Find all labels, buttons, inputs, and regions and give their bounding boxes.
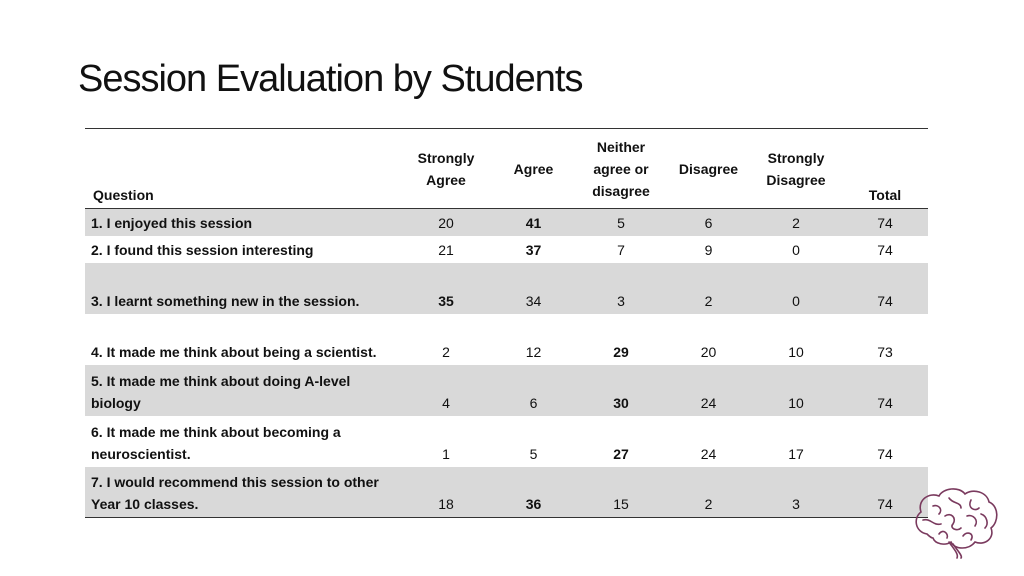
neither-cell: 7 — [617, 241, 625, 258]
strongly-agree-cell: 21 — [438, 241, 454, 258]
neither-cell: 30 — [613, 394, 629, 411]
question-cell: 7. I would recommend this session to oth… — [85, 466, 400, 518]
table-row: 1. I enjoyed this session 20 41 5 6 2 74 — [85, 208, 928, 236]
disagree-cell: 2 — [704, 292, 713, 309]
strongly-agree-cell: 18 — [400, 466, 492, 518]
disagree-cell: 24 — [700, 445, 717, 462]
agree-cell: 6 — [529, 394, 538, 411]
strongly-disagree-cell: 17 — [788, 445, 804, 462]
agree-cell: 5 — [529, 445, 538, 462]
header-neither: Neither agree or disagree — [575, 128, 667, 209]
strongly-disagree-cell: 2 — [792, 214, 800, 231]
strongly-agree-cell: 2 — [442, 343, 450, 360]
disagree-cell: 2 — [667, 466, 750, 518]
evaluation-table: Question Strongly Agree Agree Neither ag… — [85, 128, 928, 518]
table-row: 2. I found this session interesting 21 37 7… — [85, 236, 928, 263]
total-cell: 74 — [877, 394, 893, 411]
header-total: Total — [842, 128, 928, 209]
neither-cell: 29 — [613, 343, 629, 360]
table-row: 5. It made me think about doing A-level … — [85, 364, 928, 416]
total-cell: 73 — [877, 343, 893, 360]
table-header-row: Question Strongly Agree Agree Neither ag… — [85, 128, 928, 209]
total-cell: 74 — [877, 445, 893, 462]
strongly-agree-cell: 35 — [438, 292, 454, 309]
neither-cell: 3 — [617, 292, 625, 309]
agree-cell: 37 — [525, 241, 542, 258]
question-cell: 3. I learnt something new in the session… — [91, 292, 360, 309]
agree-cell: 41 — [525, 214, 542, 231]
total-cell: 74 — [877, 214, 893, 231]
brain-icon — [915, 488, 998, 559]
neither-cell: 5 — [617, 214, 625, 231]
disagree-cell: 9 — [704, 241, 713, 258]
header-agree: Agree — [492, 128, 575, 209]
strongly-disagree-cell: 0 — [792, 292, 800, 309]
table-row: 7. I would recommend this session to oth… — [85, 466, 928, 518]
strongly-agree-cell: 4 — [442, 394, 450, 411]
question-cell: 1. I enjoyed this session — [91, 214, 253, 231]
total-cell: 74 — [877, 292, 893, 309]
neither-cell: 15 — [575, 466, 667, 518]
question-cell: 5. It made me think about doing A-level … — [91, 372, 351, 411]
agree-cell: 36 — [492, 466, 575, 518]
question-cell: 2. I found this session interesting — [91, 241, 314, 258]
agree-cell: 34 — [525, 292, 542, 309]
strongly-agree-cell: 1 — [442, 445, 450, 462]
disagree-cell: 6 — [704, 214, 713, 231]
agree-cell: 12 — [525, 343, 542, 360]
page-title: Session Evaluation by Students — [78, 58, 583, 100]
strongly-disagree-cell: 3 — [750, 466, 842, 518]
header-question: Question — [85, 128, 400, 209]
total-cell: 74 — [877, 241, 893, 258]
disagree-cell: 24 — [700, 394, 717, 411]
header-strongly-agree: Strongly Agree — [400, 128, 492, 209]
table-row: 3. I learnt something new in the session… — [85, 262, 928, 314]
table-row: 6. It made me think about becoming a neu… — [85, 416, 928, 467]
strongly-disagree-cell: 0 — [792, 241, 800, 258]
table-row: 4. It made me think about being a scient… — [85, 314, 928, 365]
question-cell: 6. It made me think about becoming a neu… — [91, 423, 341, 462]
disagree-cell: 20 — [700, 343, 717, 360]
strongly-disagree-cell: 10 — [788, 343, 804, 360]
total-cell: 74 — [842, 466, 928, 518]
strongly-disagree-cell: 10 — [788, 394, 804, 411]
table-body: 1. I enjoyed this session 20 41 5 6 2 74 2. I f… — [85, 208, 928, 518]
header-strongly-disagree: Strongly Disagree — [750, 128, 842, 209]
strongly-agree-cell: 20 — [438, 214, 454, 231]
question-cell: 4. It made me think about being a scient… — [91, 343, 377, 360]
header-disagree: Disagree — [667, 128, 750, 209]
neither-cell: 27 — [613, 445, 629, 462]
